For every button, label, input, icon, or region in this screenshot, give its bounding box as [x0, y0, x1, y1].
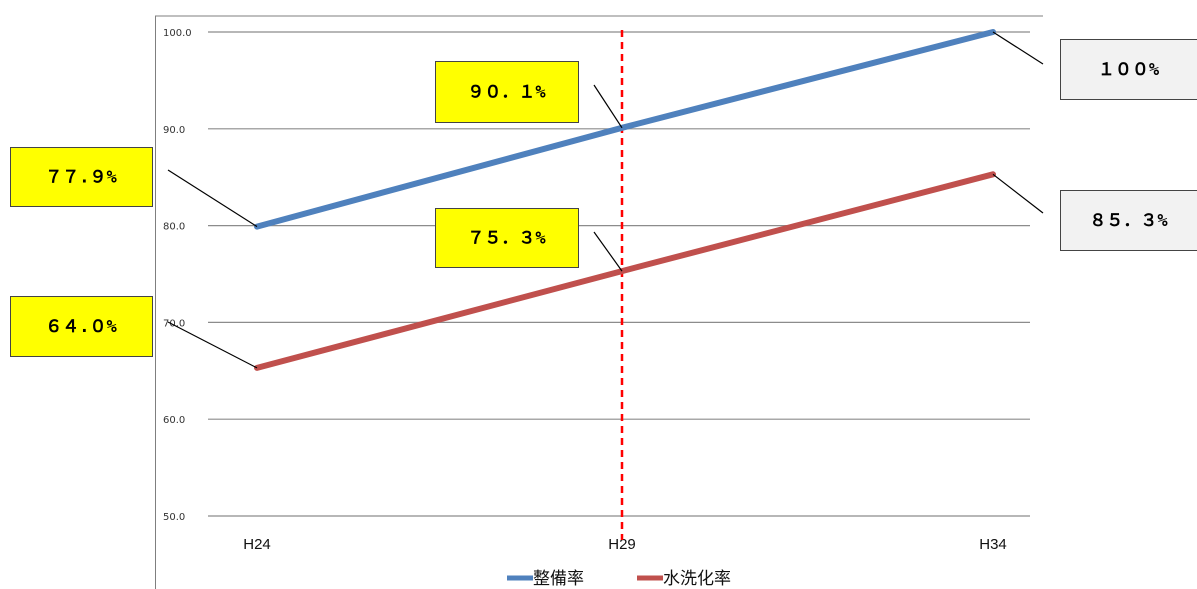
callout-box — [435, 208, 579, 268]
legend: 整備率 水洗化率 — [507, 569, 731, 589]
leader-line — [992, 173, 1044, 214]
series-lines — [254, 29, 996, 371]
data-callouts: ７７.９% ９０．１% １００% ６４.０% ７５．３% ８５．３% — [10, 39, 1197, 357]
gridlines — [208, 31, 1030, 517]
callout-box — [435, 61, 579, 123]
y-tick-label: 80.0 — [163, 222, 185, 233]
y-tick-label: 100.0 — [163, 28, 192, 39]
leader-line — [593, 231, 623, 272]
y-tick-label: 60.0 — [163, 415, 185, 426]
callout-label: １００% — [1098, 60, 1160, 80]
callout-box — [10, 147, 153, 207]
x-axis-tick-labels: H24 H29 H34 — [243, 536, 1007, 553]
callout-label: ７５．３% — [467, 229, 546, 249]
plot-area — [155, 15, 1043, 589]
leader-line — [167, 169, 258, 228]
y-axis-tick-labels: 100.0 90.0 80.0 70.0 60.0 50.0 — [163, 28, 192, 523]
y-tick-label: 50.0 — [163, 512, 185, 523]
callout-label: ７７.９% — [45, 168, 117, 188]
callout-label: ６４.０% — [45, 317, 117, 337]
leader-line — [593, 84, 623, 129]
callout-label: ８５．３% — [1089, 211, 1168, 231]
y-tick-label: 70.0 — [163, 318, 185, 329]
x-tick-label: H34 — [979, 536, 1007, 553]
legend-label: 水洗化率 — [663, 569, 731, 589]
callout-box — [1060, 190, 1197, 251]
series-line-1 — [254, 171, 996, 371]
legend-label: 整備率 — [533, 569, 584, 589]
leader-line — [167, 321, 258, 369]
x-tick-label: H29 — [608, 536, 636, 553]
y-tick-label: 90.0 — [163, 125, 185, 136]
callout-box — [1060, 39, 1197, 100]
x-tick-label: H24 — [243, 536, 271, 553]
callout-label: ９０．１% — [467, 83, 546, 103]
leader-line — [992, 31, 1044, 65]
callout-box — [10, 296, 153, 357]
callout-leader-lines — [167, 31, 1044, 369]
